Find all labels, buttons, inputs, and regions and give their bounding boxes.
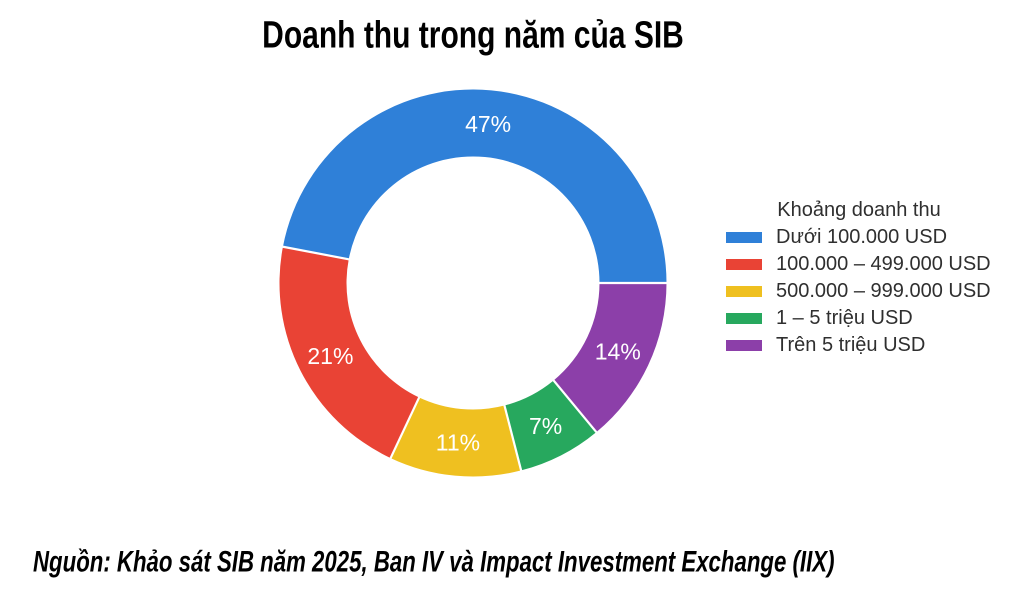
svg-text:21%: 21% <box>307 343 353 369</box>
svg-text:11%: 11% <box>436 430 480 456</box>
svg-text:14%: 14% <box>595 338 641 364</box>
svg-text:47%: 47% <box>465 111 511 137</box>
svg-text:7%: 7% <box>529 413 562 439</box>
